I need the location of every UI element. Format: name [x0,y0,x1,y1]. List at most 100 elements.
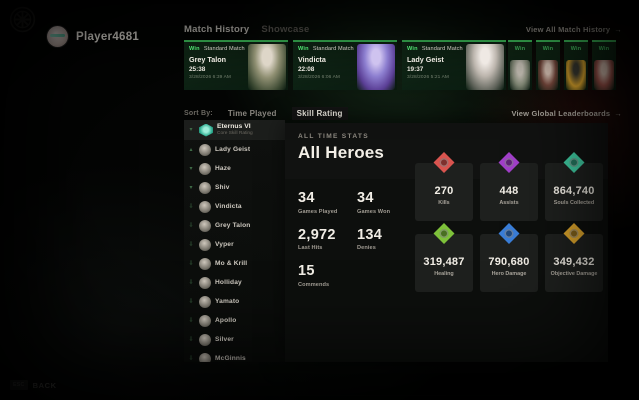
hero-name: Apollo [215,317,237,324]
match-card-mini[interactable]: Win [564,40,588,90]
hero-name: McGinnis [215,355,246,362]
match-mode: Standard Match [421,46,463,52]
list-item-rank[interactable]: ▾ Eternus VI Core Skill Rating [184,120,285,140]
back-label: BACK [32,380,57,390]
match-card-mini[interactable]: Win [592,40,616,90]
chevron-up-icon: ▴ [189,146,193,153]
rank-name: Eternus VI [217,123,251,131]
list-item[interactable]: ⇩ Vyper [184,235,285,254]
chevron-double-down-icon: ⇩ [188,298,194,305]
stat-games-won: 34 Games Won [357,190,401,214]
hero-name: Grey Talon [215,222,251,229]
stat-value: 864,740 [553,185,595,198]
chevron-down-icon: ▾ [189,184,193,191]
assists-diamond-icon [498,152,520,173]
match-card-mini-list: Win Win Win Win [508,40,616,90]
chevron-double-down-icon: ⇩ [188,317,194,324]
chevron-double-down-icon: ⇩ [188,203,194,210]
match-card-list: Win Standard Match Grey Talon 25:38 3/28… [184,40,506,90]
back-button[interactable]: ESC BACK [10,380,57,390]
stat-tile-assists: 448 Assists [480,152,538,221]
stat-tile-objective-damage: 349,432 Objective Damage [545,223,603,292]
stat-value: 2,972 [298,226,336,243]
hero-avatar [199,238,211,251]
sort-controls: Sort By: Time Played Skill Rating [184,107,348,120]
stat-label: Healing [434,271,454,278]
hero-portrait [466,44,504,90]
hero-name: Mo & Krill [215,260,248,267]
list-item[interactable]: ▴ Lady Geist [184,140,285,159]
match-mode: Standard Match [203,46,245,52]
hero-name: Haze [215,165,231,172]
list-item[interactable]: ⇩ Holliday [184,273,285,292]
hero-name: Vindicta [215,203,242,210]
chevron-double-down-icon: ⇩ [188,222,194,229]
list-item[interactable]: ⇩ Yamato [184,292,285,311]
wheel-emblem-icon[interactable] [9,6,36,33]
list-item[interactable]: ⇩ Vindicta [184,197,285,216]
list-item[interactable]: ⇩ Grey Talon [184,216,285,235]
player-identity[interactable]: Player4681 [47,26,139,47]
stat-label: Kills [438,200,450,207]
hero-portrait [248,44,286,90]
match-result: Win [298,46,309,52]
sort-by-label: Sort By: [184,110,213,117]
chevron-icon: ▾ [189,127,193,133]
match-mode: Standard Match [312,46,354,52]
list-item[interactable]: ⇩ McGinnis [184,349,285,362]
hero-name: Yamato [215,298,240,305]
stat-value: 270 [434,185,454,198]
sort-option-skill-rating[interactable]: Skill Rating [291,107,348,120]
stat-value: 134 [357,226,383,243]
hero-avatar [199,257,211,270]
chevron-down-icon: ▾ [189,165,193,172]
match-hero: Grey Talon [189,54,227,64]
view-all-match-history-link[interactable]: View All Match History → [526,25,622,34]
chevron-double-down-icon: ⇩ [188,241,194,248]
avatar [47,26,68,47]
stat-label: Last Hits [298,245,323,252]
match-card[interactable]: Win Standard Match Vindicta 22:08 3/28/2… [293,40,397,90]
match-card-mini[interactable]: Win [536,40,560,90]
hero-name: Holliday [215,279,242,286]
list-item[interactable]: ▾ Shiv [184,178,285,197]
match-card-mini[interactable]: Win [508,40,532,90]
stat-value: 448 [499,185,519,198]
match-history-tabs[interactable]: Match History Showcase [184,24,310,35]
arrow-right-icon: → [614,25,622,34]
arrow-right-icon: → [614,109,622,118]
hero-portrait [566,60,586,90]
hero-avatar [199,162,211,175]
tab-showcase[interactable]: Showcase [261,24,310,35]
hero-portrait [357,44,395,90]
sort-option-time-played[interactable]: Time Played [227,109,277,118]
view-all-label: View All Match History [525,25,611,34]
list-item[interactable]: ▾ Haze [184,159,285,178]
hero-portrait [510,60,530,90]
healing-diamond-icon [433,223,455,244]
tab-match-history[interactable]: Match History [184,24,250,35]
stats-eyebrow: ALL TIME STATS [298,133,369,140]
chevron-double-down-icon: ⇩ [188,336,194,343]
chevron-double-down-icon: ⇩ [188,260,194,267]
stat-label: Assists [499,200,519,207]
stat-value: 790,680 [488,256,530,269]
match-card[interactable]: Win Standard Match Lady Geist 19:37 3/28… [402,40,506,90]
match-card[interactable]: Win Standard Match Grey Talon 25:38 3/28… [184,40,288,90]
list-item[interactable]: ⇩ Apollo [184,311,285,330]
chevron-double-down-icon: ⇩ [188,355,194,362]
rank-subtitle: Core Skill Rating [217,131,253,137]
match-result: Win [542,46,554,52]
list-item[interactable]: ⇩ Mo & Krill [184,254,285,273]
view-global-leaderboards-link[interactable]: View Global Leaderboards → [511,109,622,118]
hero-portrait [594,60,614,90]
chevron-double-down-icon: ⇩ [188,279,194,286]
list-item[interactable]: ⇩ Silver [184,330,285,349]
match-date: 3/28/2026 6:06 AM [298,74,340,80]
hero-list[interactable]: ▾ Eternus VI Core Skill Rating ▴ Lady Ge… [184,120,285,362]
stat-label: Objective Damage [550,271,598,278]
hero-name: Lady Geist [215,146,251,153]
objective-diamond-icon [563,223,585,244]
hero-avatar [199,295,211,308]
match-date: 3/28/2026 6:39 AM [189,74,231,80]
